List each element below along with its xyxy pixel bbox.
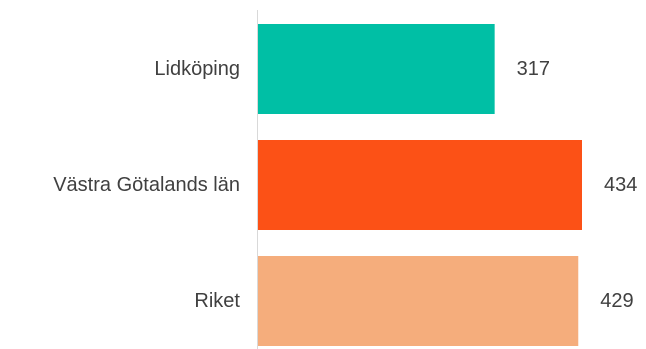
bars-group — [258, 24, 582, 346]
value-label: 429 — [600, 290, 633, 312]
category-label: Västra Götalands län — [53, 174, 240, 196]
value-label: 434 — [604, 174, 637, 196]
bar — [258, 140, 582, 230]
bar — [258, 256, 579, 346]
value-label: 317 — [517, 58, 550, 80]
bar — [258, 24, 495, 114]
value-labels-group: 317 434 429 — [517, 58, 638, 312]
category-labels-group: Lidköping Västra Götalands län Riket — [53, 58, 240, 312]
category-label: Riket — [194, 290, 240, 312]
category-label: Lidköping — [154, 58, 240, 80]
